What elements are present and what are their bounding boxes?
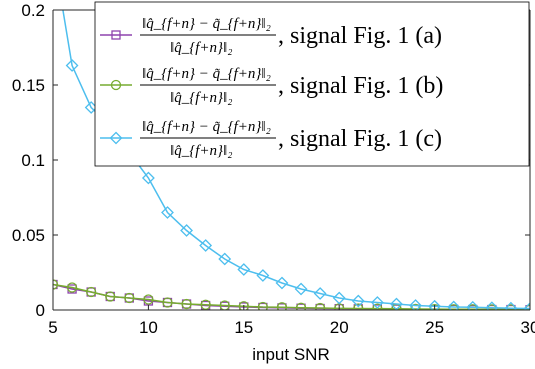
data-point bbox=[448, 304, 459, 310]
x-tick-label: 30 bbox=[521, 318, 535, 337]
data-point bbox=[410, 303, 421, 310]
legend-label: , signal Fig. 1 (b) bbox=[278, 73, 443, 99]
x-tick-label: 15 bbox=[234, 318, 253, 337]
data-point bbox=[86, 286, 97, 298]
x-tick-label: 25 bbox=[425, 318, 444, 337]
legend-numerator: ‖q̂_{f+n} − q̃_{f+n}‖₂ bbox=[142, 16, 271, 32]
data-point bbox=[124, 292, 135, 304]
data-point bbox=[351, 294, 365, 308]
data-point bbox=[504, 301, 518, 310]
legend-label: , signal Fig. 1 (c) bbox=[278, 126, 442, 152]
data-point bbox=[65, 59, 79, 72]
y-tick-label: 0.15 bbox=[12, 76, 45, 95]
data-point bbox=[313, 287, 327, 300]
x-axis-label: input SNR bbox=[252, 345, 329, 364]
x-tick-label: 5 bbox=[48, 318, 57, 337]
data-point bbox=[409, 299, 422, 310]
axes-layer: 5 10 15 20 25 30 0 0.05 0.1 0.15 0.2 bbox=[12, 1, 535, 337]
y-tick-label: 0.05 bbox=[12, 226, 45, 245]
data-point bbox=[219, 300, 230, 310]
data-point bbox=[199, 239, 213, 252]
legend-denominator: ‖q̂_{f+n}‖₂ bbox=[170, 90, 232, 106]
data-point bbox=[141, 171, 155, 185]
legend-entry-b: ‖q̂_{f+n} − q̃_{f+n}‖₂ ‖q̂_{f+n}‖₂ , signa… bbox=[100, 66, 443, 106]
data-point bbox=[428, 299, 442, 310]
data-point bbox=[143, 294, 154, 305]
data-point bbox=[429, 303, 440, 310]
data-point bbox=[523, 302, 530, 310]
data-point bbox=[53, 279, 59, 290]
data-point bbox=[295, 302, 307, 310]
data-point bbox=[162, 297, 173, 308]
data-point bbox=[294, 282, 308, 296]
legend-numerator: ‖q̂_{f+n} − q̃_{f+n}‖₂ bbox=[142, 66, 271, 82]
legend-marker bbox=[110, 79, 122, 91]
data-point bbox=[200, 299, 211, 310]
data-point bbox=[467, 304, 478, 310]
data-point bbox=[447, 300, 461, 310]
data-point bbox=[257, 301, 269, 310]
data-point bbox=[66, 282, 78, 293]
legend-marker bbox=[111, 30, 121, 40]
legend-marker bbox=[109, 131, 123, 145]
data-point bbox=[485, 301, 499, 310]
legend-denominator: ‖q̂_{f+n}‖₂ bbox=[170, 40, 232, 56]
legend-numerator: ‖q̂_{f+n} − q̃_{f+n}‖₂ bbox=[142, 119, 271, 135]
data-point bbox=[105, 291, 116, 302]
data-point bbox=[314, 302, 326, 310]
legend-denominator: ‖q̂_{f+n}‖₂ bbox=[170, 143, 232, 159]
legend-entry-c: ‖q̂_{f+n} − q̃_{f+n}‖₂ ‖q̂_{f+n}‖₂ , signa… bbox=[100, 119, 442, 159]
data-point bbox=[466, 300, 480, 310]
data-point bbox=[180, 224, 193, 237]
y-tick-label: 0.1 bbox=[21, 151, 45, 170]
data-point bbox=[353, 303, 364, 310]
data-point bbox=[181, 298, 192, 310]
data-point bbox=[237, 263, 251, 276]
legend-box bbox=[94, 1, 530, 167]
x-tick-label: 10 bbox=[139, 318, 158, 337]
legend: ‖q̂_{f+n} − q̃_{f+n}‖₂ ‖q̂_{f+n}‖₂ , signa… bbox=[94, 1, 530, 167]
legend-label: , signal Fig. 1 (a) bbox=[278, 23, 442, 49]
y-tick-label: 0.2 bbox=[21, 1, 45, 20]
data-point bbox=[218, 252, 232, 266]
data-point bbox=[256, 269, 270, 282]
data-point bbox=[372, 303, 383, 310]
y-tick-label: 0 bbox=[36, 301, 45, 320]
data-point bbox=[276, 302, 288, 310]
data-point bbox=[161, 206, 174, 219]
data-point bbox=[238, 301, 249, 310]
data-point bbox=[370, 296, 384, 309]
x-tick-label: 20 bbox=[330, 318, 349, 337]
data-point bbox=[275, 276, 289, 290]
data-point bbox=[332, 291, 346, 305]
legend-entry-a: ‖q̂_{f+n} − q̃_{f+n}‖₂ ‖q̂_{f+n}‖₂ , signa… bbox=[100, 16, 442, 56]
